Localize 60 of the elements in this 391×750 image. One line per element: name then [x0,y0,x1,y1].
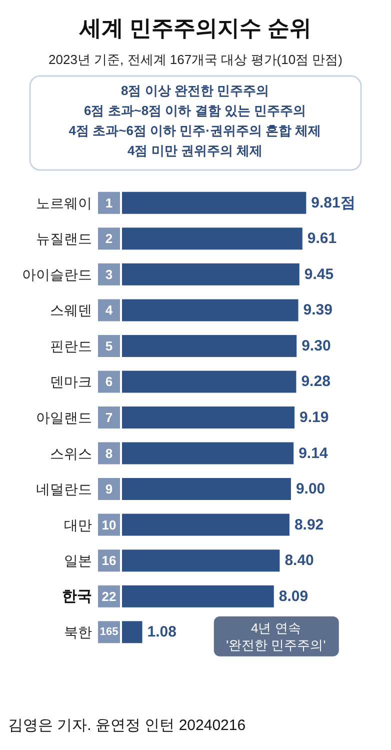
bar [122,263,300,286]
text: 6점 초과~8점 이하 결함 있는 민주주의 [84,103,306,118]
bar [122,299,298,322]
y-tick-label: 대만 [64,516,92,533]
annotation: 7 [105,410,113,425]
y-tick-label: 스웨덴 [50,302,92,318]
data-label: 9.61 [307,230,337,248]
bar [122,550,280,572]
bar [122,621,142,644]
bar [122,370,296,393]
annotation: 16 [102,553,116,568]
bar [122,228,302,250]
data-label: 8.92 [294,516,324,534]
data-label: 9.81점 [311,194,356,212]
y-tick-label: 스위스 [50,445,92,462]
text: 4점 미만 권위주의 체제 [127,143,263,158]
y-tick-label: 핀란드 [50,338,92,354]
data-label: 9.45 [304,266,334,283]
annotation: 165 [100,626,118,638]
data-label: 9.14 [298,444,328,462]
annotation: 22 [102,588,116,604]
text: 8점 이상 완전한 민주주의 [120,83,270,98]
data-label: 1.08 [147,624,176,641]
annotation: 9 [105,482,113,497]
bar [122,514,290,536]
annotation: 8 [105,446,113,461]
annotation: 4년 연속 '완전한 민주주의' [226,620,326,652]
chart-subtitle: 2023년 기준, 전세계 167개국 대상 평가(10점 만점) [48,52,343,67]
y-tick-label: 노르웨이 [36,194,92,211]
bar [122,478,291,500]
bar [122,442,294,464]
data-label: 8.09 [278,588,308,605]
bar [122,334,297,357]
data-label: 9.00 [296,480,326,498]
bar [122,406,295,428]
bar [122,192,306,214]
y-tick-label: 아일랜드 [36,410,92,426]
chart-title: 세계 민주주의지수 순위 [78,16,312,40]
y-tick-label: 아이슬란드 [22,266,92,282]
annotation: 6 [105,374,113,390]
annotation: 4 [105,302,114,318]
bar [122,585,274,608]
y-tick-label: 덴마크 [50,374,92,390]
y-tick-label: 한국 [62,588,92,605]
y-tick-label: 네덜란드 [36,481,92,498]
y-tick-label: 일본 [64,552,92,569]
y-tick-label: 뉴질랜드 [36,230,92,247]
text: 4점 초과~6점 이하 민주·권위주의 혼합 체제 [68,123,322,138]
data-label: 9.28 [301,373,330,390]
annotation: 3 [105,266,113,282]
annotation: 10 [102,517,116,532]
annotation: 5 [105,338,113,354]
data-label: 9.30 [302,337,331,354]
data-label: 9.39 [303,302,332,319]
annotation: 1 [105,195,113,210]
data-label: 8.40 [284,552,314,570]
text: 김영은 기자. 윤연정 인턴 20240216 [8,717,246,734]
data-label: 9.19 [300,409,329,426]
annotation: 2 [105,231,113,246]
y-tick-label: 북한 [64,624,92,640]
